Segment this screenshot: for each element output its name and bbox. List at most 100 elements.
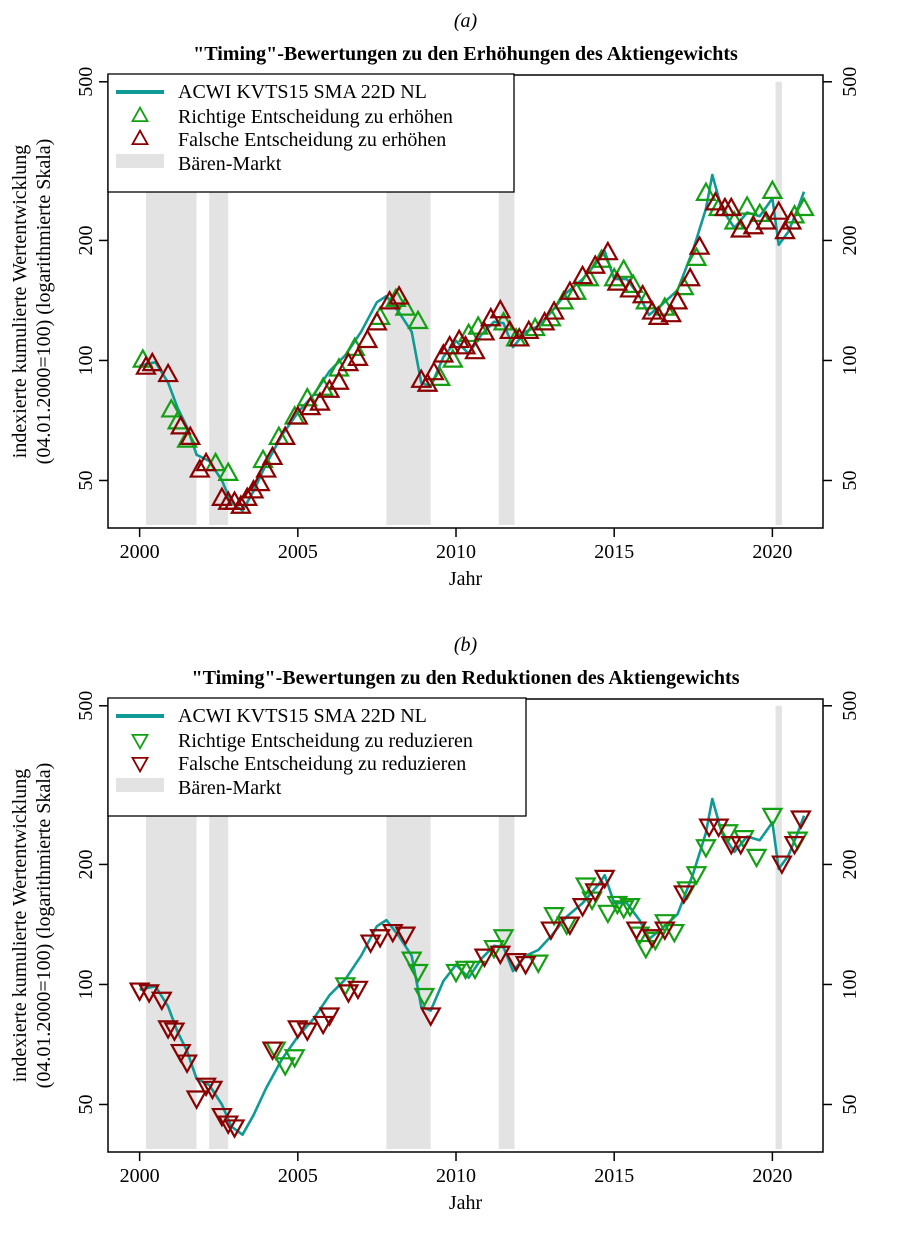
legend-marker-correct — [130, 105, 150, 123]
marker-correct — [445, 963, 467, 984]
marker-wrong — [419, 1007, 442, 1027]
marker-wrong — [312, 1015, 335, 1036]
marker-wrong — [366, 310, 388, 331]
marker-wrong — [255, 458, 278, 478]
marker-wrong — [473, 948, 496, 969]
marker-wrong — [755, 210, 777, 230]
marker-wrong — [780, 210, 803, 230]
marker-correct — [283, 1049, 306, 1069]
marker-wrong — [261, 1041, 284, 1062]
marker-wrong — [347, 980, 369, 1001]
legend-label-line: ACWI KVTS15 SMA 22D NL — [178, 705, 427, 727]
marker-correct — [407, 309, 429, 330]
marker-correct — [176, 428, 198, 448]
y-tick-label-right: 50 — [839, 1094, 861, 1114]
y-tick-label-left: 200 — [75, 225, 97, 255]
legend-box — [107, 697, 527, 817]
series-line-acwi — [139, 797, 806, 1136]
marker-correct — [685, 866, 708, 886]
marker-correct — [619, 898, 641, 918]
marker-correct — [400, 951, 423, 972]
marker-wrong — [135, 355, 157, 375]
marker-wrong — [394, 926, 417, 947]
marker-wrong — [559, 280, 581, 300]
legend-label-bear: Bären-Markt — [178, 777, 282, 799]
marker-correct — [385, 287, 407, 308]
marker-wrong — [498, 319, 521, 340]
marker-wrong — [179, 425, 202, 445]
marker-correct — [160, 397, 183, 418]
marker-correct — [695, 839, 717, 859]
legend-marker-wrong — [130, 128, 150, 146]
legend-label-correct: Richtige Entscheidung zu erhöhen — [178, 106, 453, 128]
y-tick-label-right: 100 — [839, 969, 861, 999]
marker-wrong — [141, 351, 164, 372]
panel-label: (a) — [454, 10, 478, 32]
marker-wrong — [571, 264, 594, 285]
x-tick-label: 2010 — [436, 541, 476, 563]
marker-wrong — [248, 471, 271, 492]
marker-correct — [312, 376, 335, 396]
x-tick-label: 2020 — [752, 1165, 792, 1187]
legend: ACWI KVTS15 SMA 22D NL Richtige Entscheid… — [107, 697, 527, 817]
marker-correct — [717, 824, 739, 844]
chart-title: "Timing"-Bewertungen zu den Reduktionen … — [192, 667, 740, 689]
bear-market-band — [775, 705, 782, 1149]
y-tick-label-left: 100 — [75, 969, 97, 999]
marker-wrong — [299, 395, 322, 416]
marker-wrong — [176, 1054, 198, 1075]
marker-wrong — [571, 898, 594, 918]
marker-wrong — [169, 1043, 192, 1064]
marker-wrong — [309, 391, 331, 411]
legend-bear-swatch — [116, 154, 164, 168]
marker-wrong — [489, 298, 512, 319]
marker-wrong — [318, 1007, 341, 1027]
marker-correct — [761, 807, 784, 828]
marker-wrong — [543, 300, 565, 320]
legend: ACWI KVTS15 SMA 22D NL Richtige Entscheid… — [107, 73, 515, 193]
marker-wrong — [416, 372, 439, 392]
marker-correct — [606, 895, 629, 916]
series-line-acwi — [139, 173, 806, 512]
marker-wrong — [337, 984, 360, 1004]
marker-wrong — [647, 305, 670, 325]
marker-wrong — [347, 346, 369, 366]
marker-correct — [264, 1041, 287, 1062]
marker-correct — [413, 987, 436, 1008]
marker-correct — [328, 357, 350, 377]
marker-wrong — [596, 240, 619, 261]
marker-wrong — [201, 1080, 224, 1101]
marker-correct — [695, 181, 717, 201]
marker-wrong — [540, 921, 562, 942]
marker-wrong — [369, 929, 391, 949]
marker-wrong — [688, 235, 711, 255]
marker-wrong — [514, 956, 537, 976]
marker-correct — [543, 907, 565, 927]
y-tick-label-left: 500 — [75, 691, 97, 721]
marker-wrong — [720, 196, 743, 217]
marker-correct — [527, 954, 550, 975]
legend-label-bear: Bären-Markt — [178, 153, 282, 175]
marker-correct — [492, 310, 515, 331]
marker-correct — [685, 246, 708, 266]
marker-wrong — [625, 921, 648, 942]
marker-wrong — [559, 916, 581, 937]
legend-bear-swatch — [116, 778, 164, 792]
marker-wrong — [454, 334, 477, 355]
marker-wrong — [438, 334, 461, 355]
marker-wrong — [464, 339, 486, 360]
marker-wrong — [679, 266, 701, 287]
marker-wrong — [584, 883, 607, 903]
marker-correct — [552, 289, 575, 310]
marker-wrong — [286, 405, 309, 425]
marker-correct — [441, 348, 464, 368]
marker-wrong — [195, 451, 217, 472]
legend-label-correct: Richtige Entscheidung zu reduzieren — [178, 730, 473, 752]
x-axis-label: Jahr — [449, 568, 483, 590]
y-axis-label-line1: indexierte kumulierte Wertentwicklung — [9, 769, 31, 1082]
y-tick-label-left: 500 — [75, 67, 97, 97]
marker-wrong — [473, 320, 496, 341]
panel-label: (b) — [454, 634, 478, 656]
marker-correct — [748, 202, 771, 223]
marker-correct — [574, 877, 597, 897]
